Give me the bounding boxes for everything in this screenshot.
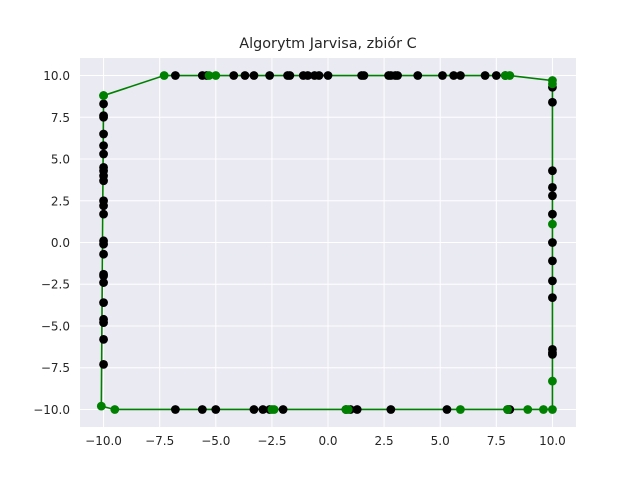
hull-point: [548, 219, 557, 229]
hull-point: [456, 405, 465, 414]
hull-point: [539, 405, 548, 414]
y-tick-label: −2.5: [41, 278, 70, 292]
data-point: [99, 239, 108, 249]
y-axis: −10.0 −7.5 −5.0 −2.5 0.0 2.5 5.0 7.5 10.0: [33, 69, 70, 417]
x-tick-label: 5.0: [431, 434, 450, 448]
data-point: [99, 176, 108, 186]
data-point: [99, 141, 108, 151]
y-tick-label: 5.0: [51, 153, 70, 167]
data-point: [197, 405, 207, 414]
y-tick-label: −10.0: [33, 403, 70, 417]
data-point: [99, 271, 108, 281]
hull-point: [99, 91, 108, 100]
hull-points-layer: [96, 71, 557, 414]
data-point: [229, 71, 239, 80]
x-tick-label: 0.0: [318, 434, 337, 448]
data-point: [99, 129, 108, 139]
hull-point: [505, 71, 515, 80]
data-point: [548, 256, 557, 266]
data-point: [548, 238, 557, 247]
data-point: [249, 71, 259, 80]
hull-point: [503, 405, 512, 414]
data-point: [548, 293, 557, 302]
data-point: [170, 71, 180, 80]
hull-point: [548, 405, 557, 414]
data-point: [491, 71, 501, 80]
data-point: [99, 278, 108, 287]
y-tick-label: 2.5: [51, 194, 70, 208]
hull-point: [523, 405, 533, 414]
hull-point: [159, 71, 169, 80]
hull-point: [211, 71, 221, 80]
x-tick-label: 10.0: [539, 434, 566, 448]
data-point: [548, 276, 557, 286]
hull-point: [204, 71, 214, 80]
data-point: [99, 112, 108, 122]
x-tick-label: −5.0: [201, 434, 230, 448]
y-tick-label: −5.0: [41, 319, 70, 333]
hull-point: [341, 405, 351, 414]
x-tick-label: −2.5: [257, 434, 286, 448]
data-point: [170, 405, 180, 414]
data-point: [480, 71, 490, 80]
hull-point: [267, 405, 277, 414]
data-point: [99, 149, 108, 159]
data-point: [352, 405, 362, 414]
data-point: [249, 405, 259, 414]
data-point: [314, 71, 324, 80]
data-point: [323, 71, 333, 80]
data-point: [438, 71, 447, 80]
data-point: [456, 71, 465, 80]
data-point: [99, 99, 108, 109]
data-point: [99, 359, 108, 369]
data-point: [265, 71, 275, 80]
data-point: [393, 71, 402, 80]
data-point: [303, 71, 313, 80]
data-point: [99, 209, 108, 219]
data-point: [258, 405, 268, 414]
x-tick-label: 7.5: [487, 434, 506, 448]
data-point: [211, 405, 221, 414]
hull-point: [96, 401, 106, 411]
hull-point: [548, 79, 557, 89]
data-point: [99, 318, 108, 328]
data-point: [240, 71, 250, 80]
data-point: [99, 298, 108, 308]
x-tick-label: −10.0: [85, 434, 122, 448]
data-point: [413, 71, 423, 80]
data-point: [548, 166, 557, 176]
x-tick-label: −7.5: [145, 434, 174, 448]
data-point: [386, 405, 396, 414]
x-axis: −10.0 −7.5 −5.0 −2.5 0.0 2.5 5.0 7.5 10.0: [85, 434, 566, 448]
y-tick-label: 10.0: [43, 69, 70, 83]
hull-point: [548, 376, 557, 386]
y-tick-label: −7.5: [41, 361, 70, 375]
data-point: [285, 71, 295, 80]
data-point: [548, 191, 557, 201]
data-point: [548, 183, 557, 192]
chart-title: Algorytm Jarvisa, zbiór C: [239, 36, 416, 52]
data-point: [548, 209, 557, 219]
grid-lines: [80, 58, 576, 427]
data-point: [548, 349, 557, 359]
data-point: [449, 71, 459, 80]
hull-point: [110, 405, 120, 414]
data-point: [442, 405, 452, 414]
y-tick-label: 7.5: [51, 111, 70, 125]
data-point: [548, 97, 557, 107]
data-point: [99, 249, 108, 259]
data-point: [99, 201, 108, 211]
data-point: [359, 71, 369, 80]
data-point: [99, 334, 108, 344]
y-tick-label: 0.0: [51, 236, 70, 250]
data-point: [278, 405, 288, 414]
x-tick-label: 2.5: [375, 434, 394, 448]
